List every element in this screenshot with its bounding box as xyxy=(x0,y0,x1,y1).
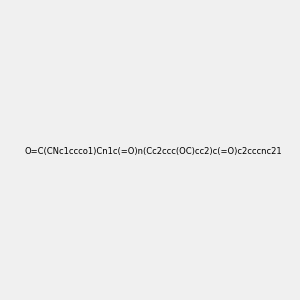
Text: O=C(CNc1ccco1)Cn1c(=O)n(Cc2ccc(OC)cc2)c(=O)c2cccnc21: O=C(CNc1ccco1)Cn1c(=O)n(Cc2ccc(OC)cc2)c(… xyxy=(25,147,283,156)
